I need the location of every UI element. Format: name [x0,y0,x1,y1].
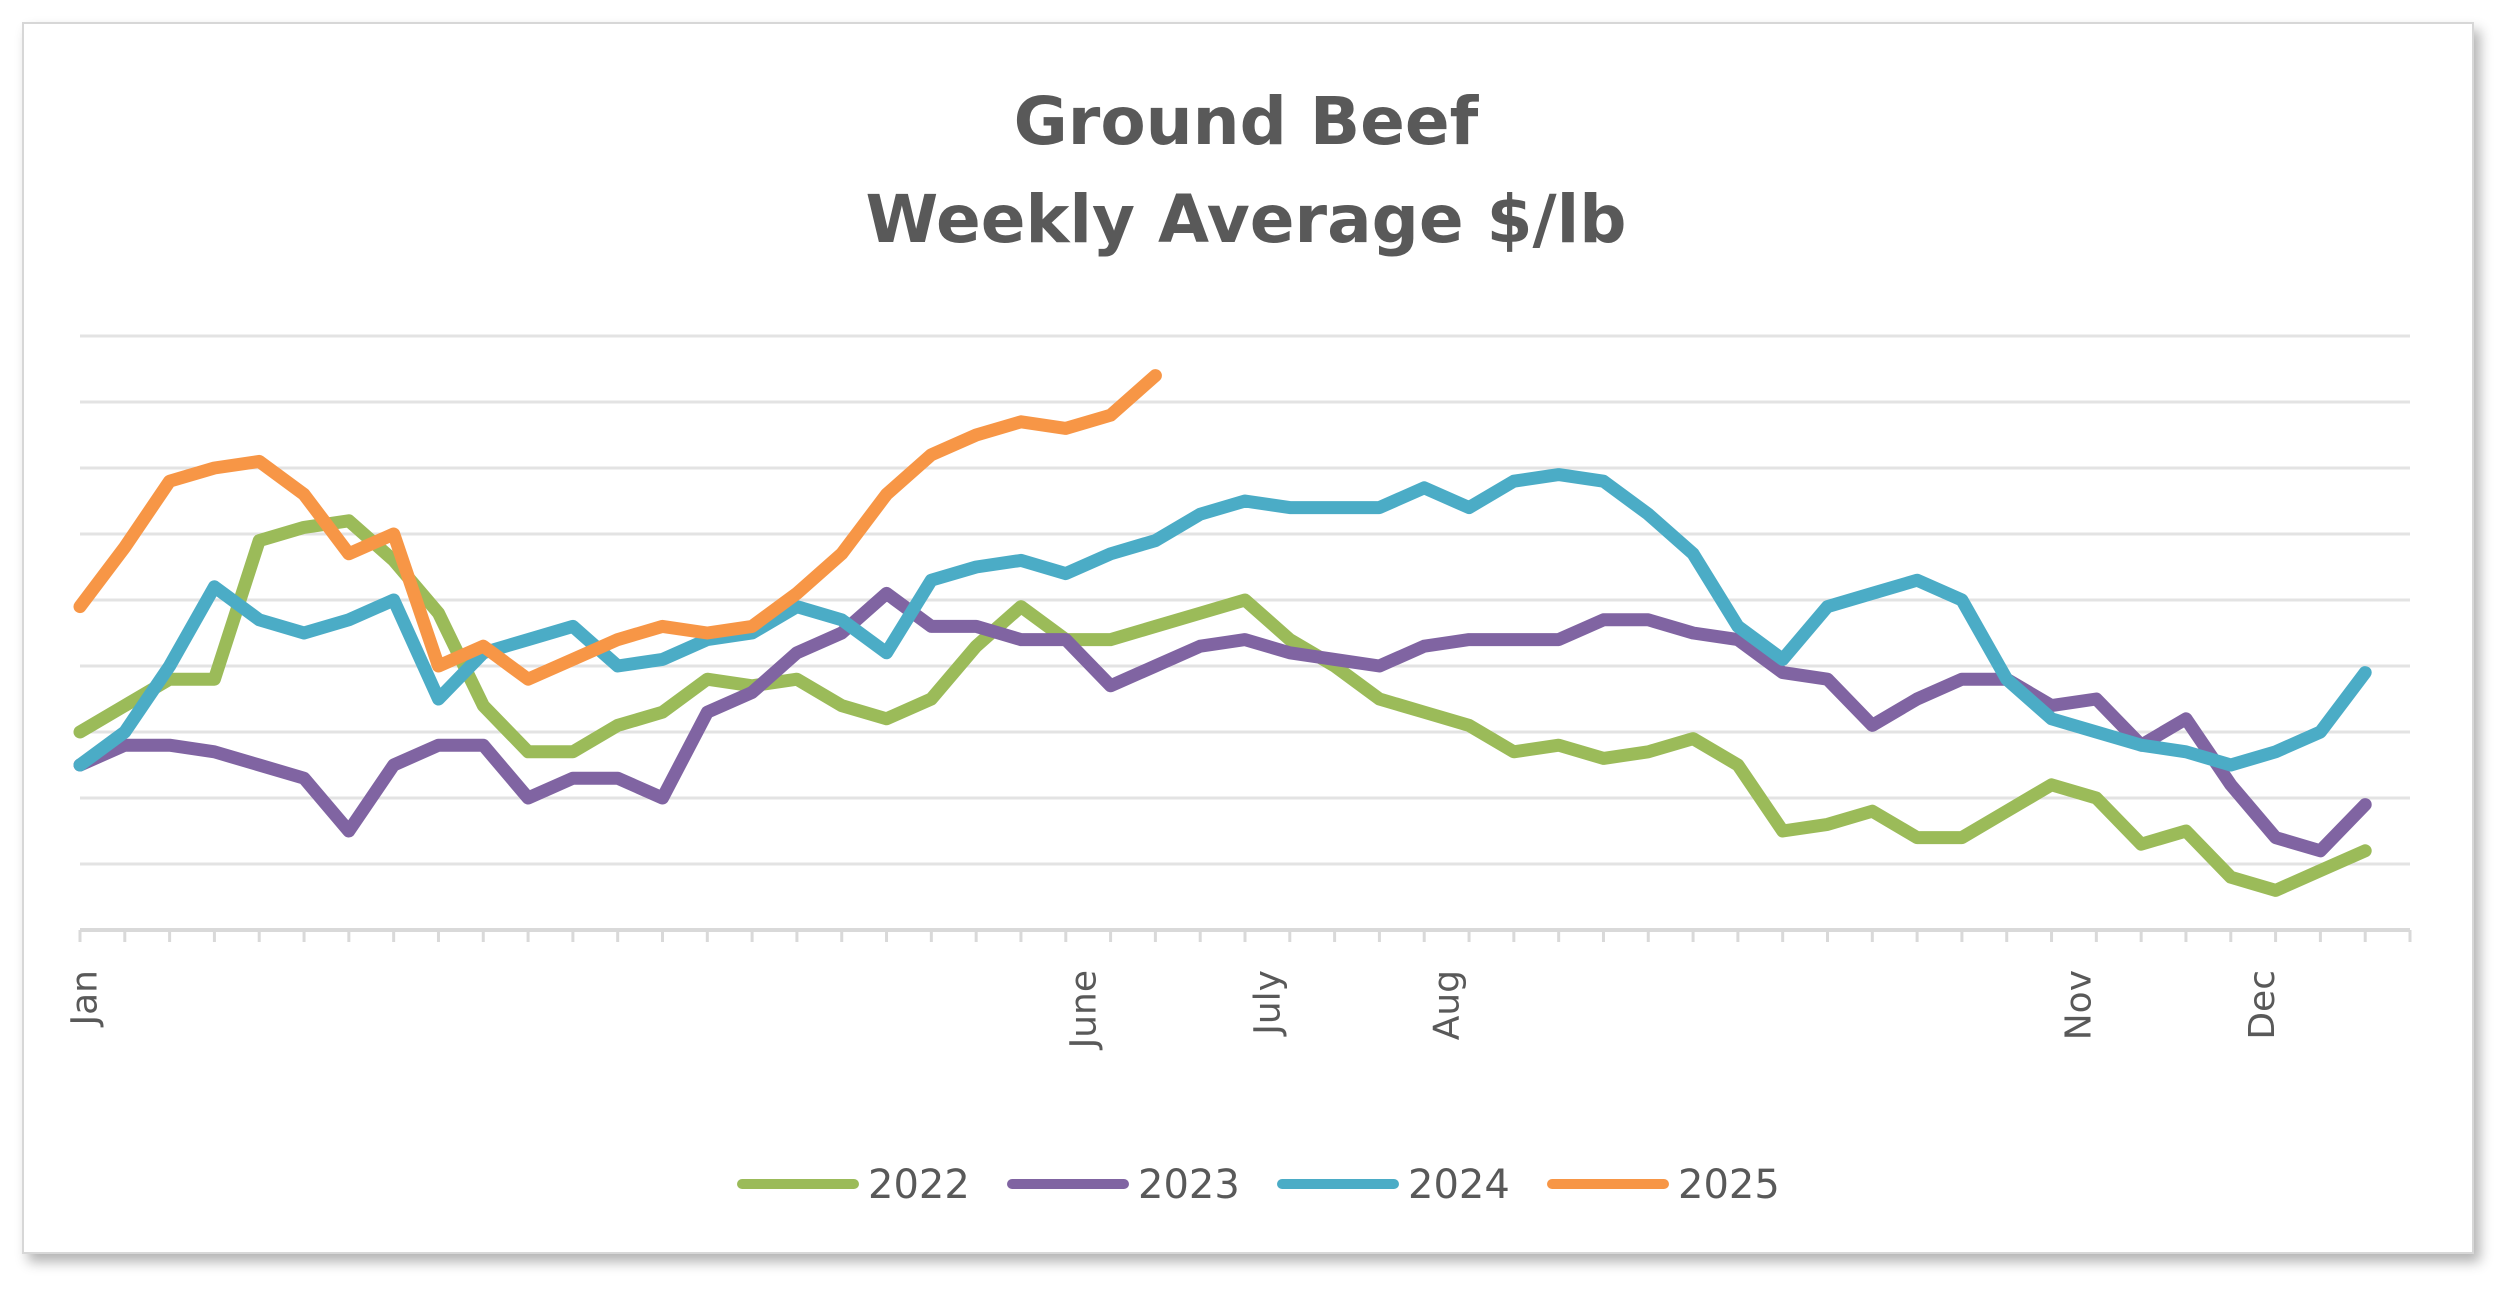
series-line-2023 [73,586,2372,858]
legend-label-2023: 2023 [1138,1162,1240,1208]
chart-title: Ground Beef [1014,83,1480,160]
x-tick-labels: Jan June July Aug Nov Dec [64,970,2283,1050]
series-lines [73,369,2372,897]
x-tick-label: Jan [64,970,105,1028]
x-axis [78,928,2412,942]
series-line-2022 [73,514,2372,897]
x-tick-label: June [1064,970,1105,1050]
series-line-2024 [73,468,2372,772]
chart-frame: Ground Beef Weekly Average $/lb Jan June J… [22,22,2474,1254]
legend-label-2024: 2024 [1408,1162,1510,1208]
x-tick-label: Nov [2058,970,2099,1040]
x-tick-label: Aug [1427,970,1468,1040]
legend-label-2025: 2025 [1678,1162,1780,1208]
series-line-2025 [73,369,1162,686]
x-tick-label: July [1247,970,1288,1037]
x-tick-label: Dec [2242,970,2283,1040]
legend-label-2022: 2022 [868,1162,970,1208]
chart-svg: Ground Beef Weekly Average $/lb Jan June J… [64,83,2412,1208]
chart-subtitle: Weekly Average $/lb [866,181,1627,258]
legend: 2022 2023 2024 2025 [737,1162,1780,1208]
